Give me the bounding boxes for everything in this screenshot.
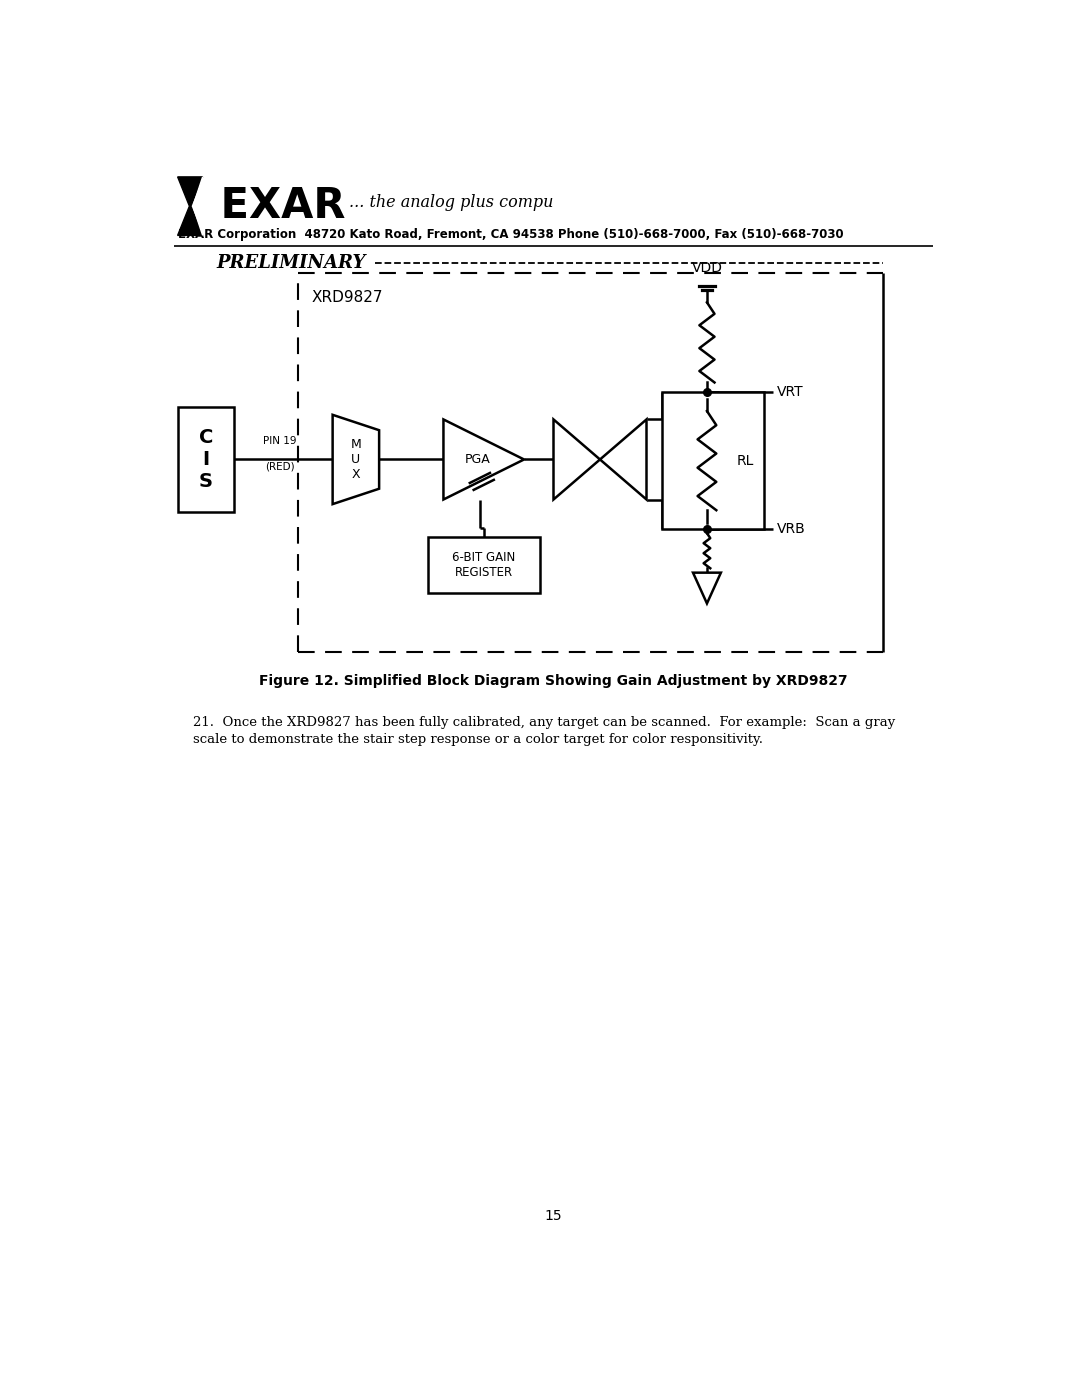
Polygon shape [194,210,203,236]
Polygon shape [444,419,524,500]
Text: XRD9827: XRD9827 [312,291,383,305]
Bar [428,538,540,592]
Polygon shape [177,177,203,236]
Text: EXAR: EXAR [205,186,346,228]
Text: PRELIMINARY: PRELIMINARY [216,254,366,272]
Text: VRT: VRT [777,386,804,400]
Text: ... the analog plus compu: ... the analog plus compu [349,194,553,211]
Text: M
U
X: M U X [351,439,361,481]
Text: RL: RL [737,454,754,468]
Text: Figure 12. Simplified Block Diagram Showing Gain Adjustment by XRD9827: Figure 12. Simplified Block Diagram Show… [259,675,848,689]
Text: (RED): (RED) [265,462,295,472]
Polygon shape [693,573,720,604]
Text: PGA: PGA [464,453,490,467]
Bar [177,407,234,511]
Text: C
I
S: C I S [199,427,213,490]
Text: EXAR Corporation  48720 Kato Road, Fremont, CA 94538 Phone (510)-668-7000, Fax (: EXAR Corporation 48720 Kato Road, Fremon… [177,228,843,242]
Text: 21.  Once the XRD9827 has been fully calibrated, any target can be scanned.  For: 21. Once the XRD9827 has been fully cali… [193,715,895,746]
Polygon shape [333,415,379,504]
Polygon shape [600,419,647,500]
Text: VDD: VDD [691,261,723,275]
Text: PIN 19: PIN 19 [264,436,297,447]
Text: 6-BIT GAIN
REGISTER: 6-BIT GAIN REGISTER [453,550,515,578]
Polygon shape [194,177,203,203]
Polygon shape [554,419,600,500]
Text: 15: 15 [544,1210,563,1224]
Bar [662,393,765,529]
Text: VRB: VRB [777,521,806,536]
